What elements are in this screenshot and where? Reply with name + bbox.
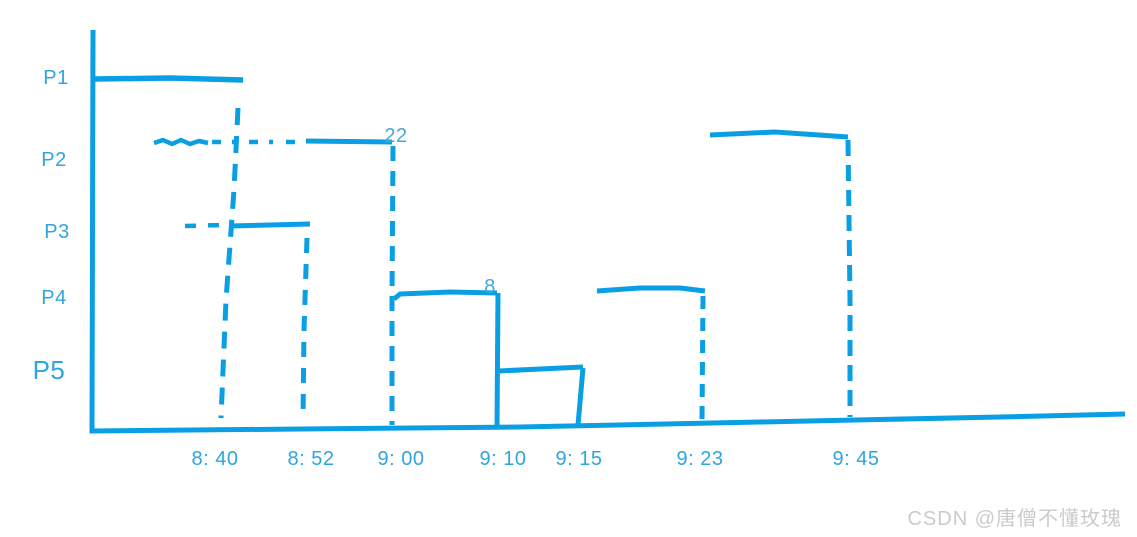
guide-8-52-dashed-line [300, 237, 310, 420]
guide-9-00-dashed-line [389, 145, 396, 425]
p2-wait-scribble-line [153, 137, 209, 147]
guide-8-40-dashed-line [218, 107, 241, 419]
csdn-watermark: CSDN @唐僧不懂玫瑰 [907, 508, 1122, 530]
time-label-9-00: 9: 00 [377, 448, 425, 470]
time-label-9-23: 9: 23 [676, 448, 724, 470]
y-axis-line [89, 29, 96, 434]
guide-9-15-solid-line [575, 367, 586, 426]
process-label-p3: P3 [44, 221, 70, 243]
process-label-p5: P5 [32, 355, 66, 385]
x-axis-line [89, 411, 1126, 434]
p3-wait-dashed-line [184, 222, 225, 229]
time-label-8-52: 8: 52 [287, 448, 335, 470]
p2-run1-line [305, 138, 393, 145]
time-label-9-10: 9: 10 [479, 448, 527, 470]
annotation-8: 8 [484, 276, 496, 298]
guide-9-10-solid-line [494, 292, 501, 429]
p4-run1-line [392, 289, 498, 301]
process-label-p4: P4 [41, 287, 67, 309]
p4-run2-line [596, 285, 706, 294]
annotation-22: 22 [384, 125, 408, 147]
process-label-p2: P2 [41, 149, 67, 171]
guide-9-45-dashed-line [845, 139, 853, 417]
p5-run-line [498, 364, 584, 374]
process-label-p1: P1 [43, 67, 69, 89]
guide-9-23-dashed-line [699, 295, 706, 421]
p3-run-line [229, 221, 311, 229]
time-label-9-45: 9: 45 [832, 448, 880, 470]
time-label-8-40: 8: 40 [191, 448, 239, 470]
time-label-9-15: 9: 15 [555, 448, 603, 470]
p1-run-line [94, 75, 244, 83]
p2-run2-line [709, 129, 849, 140]
